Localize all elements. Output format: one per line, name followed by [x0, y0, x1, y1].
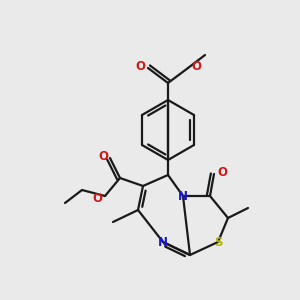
Text: N: N: [178, 190, 188, 202]
Text: O: O: [92, 191, 102, 205]
Text: O: O: [191, 59, 201, 73]
Text: N: N: [158, 236, 168, 248]
Text: O: O: [98, 149, 108, 163]
Text: O: O: [217, 166, 227, 178]
Text: O: O: [135, 59, 145, 73]
Text: S: S: [214, 236, 222, 248]
